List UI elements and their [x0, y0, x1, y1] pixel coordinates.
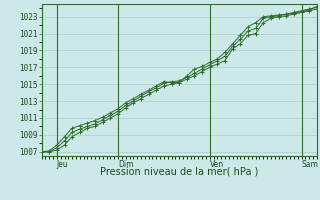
Text: Sam: Sam [301, 160, 318, 169]
Text: Ven: Ven [210, 160, 224, 169]
Text: Jeu: Jeu [57, 160, 68, 169]
X-axis label: Pression niveau de la mer( hPa ): Pression niveau de la mer( hPa ) [100, 166, 258, 176]
Text: Dim: Dim [118, 160, 133, 169]
